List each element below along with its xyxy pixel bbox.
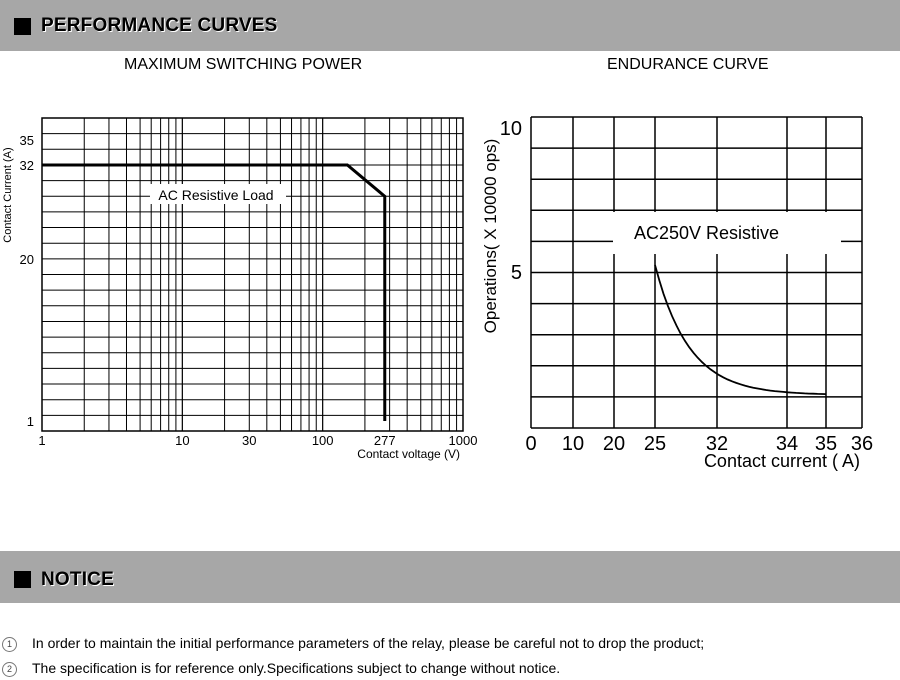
y-tick-label: 32 bbox=[20, 158, 34, 173]
section-title: PERFORMANCE CURVES bbox=[41, 15, 278, 36]
item-number: 2 bbox=[2, 662, 17, 677]
x-tick-label: 35 bbox=[815, 433, 837, 455]
series-line-ac250v-resistive bbox=[654, 264, 827, 395]
series-label: AC Resistive Load bbox=[158, 187, 273, 203]
list-item: 2 The specification is for reference onl… bbox=[0, 660, 900, 680]
section-title: NOTICE bbox=[41, 569, 114, 590]
series-label-background bbox=[150, 184, 286, 204]
y-tick-label: 35 bbox=[20, 133, 34, 148]
header-square-icon bbox=[14, 571, 31, 588]
plot-frame bbox=[41, 117, 464, 432]
x-tick-label: 0 bbox=[525, 433, 536, 455]
series-label: AC250V Resistive bbox=[634, 223, 779, 243]
x-axis-label: Contact current ( A) bbox=[704, 451, 860, 471]
x-tick-label: 20 bbox=[603, 433, 625, 455]
x-tick-label: 277 bbox=[374, 433, 396, 448]
x-tick-label: 25 bbox=[644, 433, 666, 455]
x-tick-label: 34 bbox=[776, 433, 798, 455]
y-axis-label: Contact Current (A) bbox=[2, 147, 14, 242]
performance-curves-header: PERFORMANCE CURVES bbox=[0, 0, 900, 51]
y-tick-label: 20 bbox=[20, 252, 34, 267]
series-label-background bbox=[613, 212, 841, 254]
x-tick-label: 36 bbox=[851, 433, 873, 455]
x-axis-label: Contact voltage (V) bbox=[357, 447, 460, 461]
series-line-ac-resistive-load bbox=[42, 163, 387, 421]
chart-title-max-switching-power: MAXIMUM SWITCHING POWER bbox=[124, 56, 363, 73]
y-axis-label: Operations( X 10000 ops) bbox=[481, 139, 500, 334]
x-tick-label: 30 bbox=[242, 433, 256, 448]
x-tick-label: 100 bbox=[312, 433, 334, 448]
notice-text: In order to maintain the initial perform… bbox=[32, 635, 705, 651]
notice-header: NOTICE bbox=[0, 551, 900, 603]
y-tick-label: 5 bbox=[511, 262, 522, 284]
chart-title-endurance-curve: ENDURANCE CURVE bbox=[607, 56, 769, 73]
notice-text: The specification is for reference only.… bbox=[32, 660, 561, 676]
x-tick-label: 32 bbox=[706, 433, 728, 455]
x-tick-label: 1 bbox=[38, 433, 45, 448]
x-tick-label: 1000 bbox=[449, 433, 478, 448]
y-tick-label: 1 bbox=[27, 414, 34, 429]
item-number: 1 bbox=[2, 637, 17, 652]
header-square-icon bbox=[14, 18, 31, 35]
list-item: 1 In order to maintain the initial perfo… bbox=[0, 635, 900, 655]
y-tick-label: 10 bbox=[500, 118, 522, 140]
x-tick-label: 10 bbox=[175, 433, 189, 448]
x-tick-label: 10 bbox=[562, 433, 584, 455]
